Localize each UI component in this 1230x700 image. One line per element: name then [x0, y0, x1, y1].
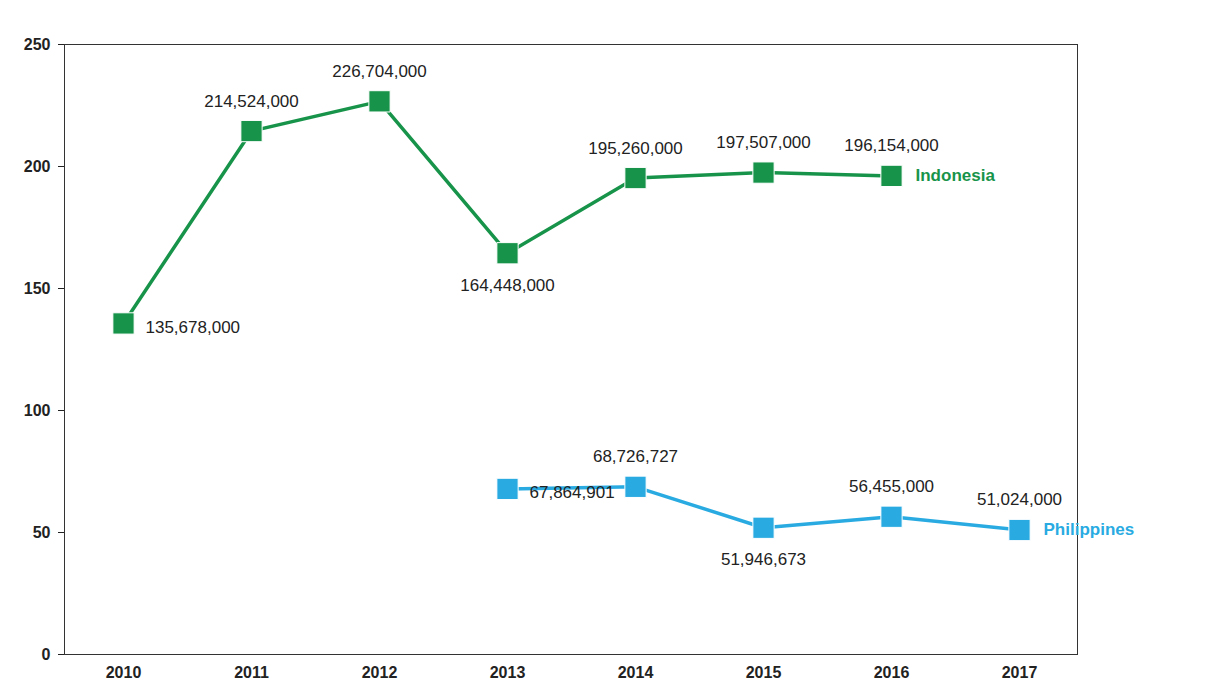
svg-text:0: 0: [42, 646, 51, 663]
svg-text:226,704,000: 226,704,000: [332, 62, 427, 81]
svg-text:51,024,000: 51,024,000: [977, 490, 1062, 509]
svg-text:214,524,000: 214,524,000: [204, 92, 299, 111]
svg-text:150: 150: [24, 280, 51, 297]
svg-text:200: 200: [24, 158, 51, 175]
svg-text:197,507,000: 197,507,000: [716, 133, 811, 152]
svg-text:2016: 2016: [874, 664, 910, 681]
svg-text:Philippines: Philippines: [1044, 520, 1135, 539]
svg-text:2010: 2010: [106, 664, 142, 681]
svg-text:135,678,000: 135,678,000: [146, 318, 241, 337]
svg-text:50: 50: [33, 524, 51, 541]
svg-text:195,260,000: 195,260,000: [588, 139, 683, 158]
svg-text:67,864,901: 67,864,901: [530, 483, 615, 502]
svg-text:Indonesia: Indonesia: [916, 166, 996, 185]
svg-text:2017: 2017: [1002, 664, 1038, 681]
svg-text:68,726,727: 68,726,727: [593, 447, 678, 466]
svg-text:164,448,000: 164,448,000: [460, 276, 555, 295]
svg-text:56,455,000: 56,455,000: [849, 477, 934, 496]
svg-text:2011: 2011: [234, 664, 269, 681]
svg-text:2013: 2013: [490, 664, 526, 681]
svg-text:2015: 2015: [746, 664, 782, 681]
svg-text:100: 100: [24, 402, 51, 419]
svg-text:2012: 2012: [362, 664, 398, 681]
svg-text:196,154,000: 196,154,000: [844, 136, 939, 155]
svg-text:250: 250: [24, 36, 51, 53]
svg-text:2014: 2014: [618, 664, 654, 681]
svg-text:51,946,673: 51,946,673: [721, 550, 806, 569]
